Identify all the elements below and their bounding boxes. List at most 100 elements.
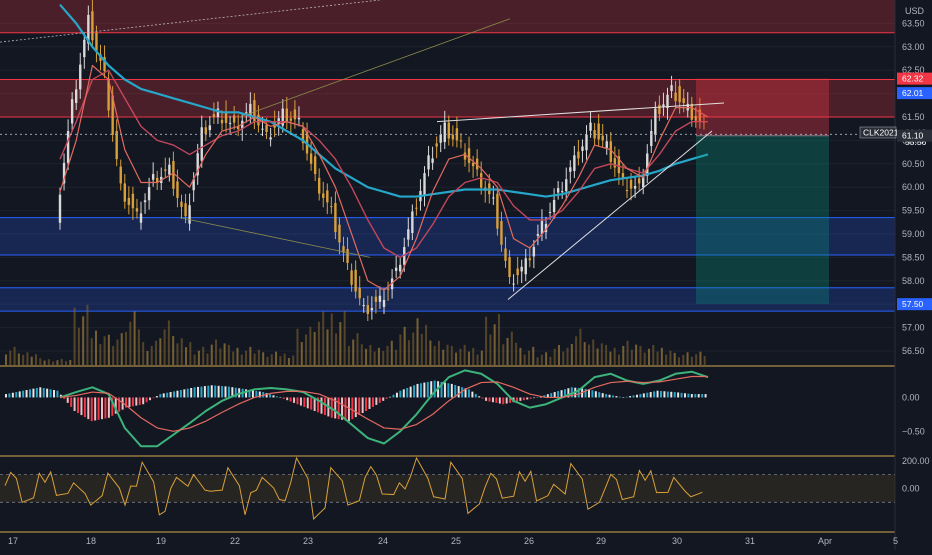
short-position-tool[interactable] bbox=[0, 78, 895, 305]
volume-bar bbox=[429, 340, 432, 365]
macd-histogram-bar bbox=[563, 389, 566, 398]
volume-bar bbox=[56, 360, 59, 365]
candle-body bbox=[212, 114, 216, 117]
time-tick-label: 17 bbox=[8, 536, 18, 546]
volume-bar bbox=[497, 314, 500, 365]
candle-body bbox=[216, 108, 220, 117]
volume-bar bbox=[609, 351, 612, 365]
macd-histogram-bar bbox=[491, 397, 494, 403]
macd-histogram-bar bbox=[690, 394, 693, 398]
candle-body bbox=[378, 295, 382, 302]
wedge-upper-line[interactable] bbox=[436, 102, 725, 123]
volume-bar bbox=[163, 329, 166, 365]
candle-body bbox=[220, 119, 224, 124]
volume-bar bbox=[699, 351, 702, 365]
candle-body bbox=[200, 127, 203, 161]
candle-body bbox=[520, 266, 523, 272]
macd-histogram-bar bbox=[107, 397, 110, 418]
ema-slow bbox=[59, 69, 708, 259]
volume-bar bbox=[369, 344, 372, 365]
trend-lines[interactable] bbox=[0, 0, 725, 300]
position-reward-zone[interactable] bbox=[696, 135, 829, 305]
volume-bar bbox=[647, 348, 650, 365]
candle-body bbox=[399, 264, 402, 272]
volume-bar bbox=[437, 340, 440, 365]
position-risk-zone[interactable] bbox=[696, 78, 829, 136]
macd-histogram-bar bbox=[454, 385, 457, 398]
macd-histogram-bar bbox=[649, 392, 652, 398]
macd-histogram-bar bbox=[207, 385, 210, 398]
volume-bar bbox=[446, 344, 449, 365]
macd-histogram-bar bbox=[433, 380, 436, 398]
volume-bar bbox=[592, 339, 595, 365]
candle-body bbox=[415, 207, 418, 209]
volume-bar bbox=[5, 354, 7, 365]
macd-histogram-bar bbox=[515, 397, 518, 402]
candle-body bbox=[143, 200, 147, 203]
rising-trendline[interactable] bbox=[507, 130, 713, 300]
volume-bar bbox=[322, 311, 325, 365]
time-tick-label: Apr bbox=[818, 536, 832, 546]
macd-histogram-bar bbox=[498, 397, 501, 404]
faint-trendline[interactable] bbox=[179, 217, 371, 258]
volume-bar bbox=[317, 321, 320, 365]
pane-separators[interactable] bbox=[0, 0, 896, 550]
volume-bar bbox=[120, 333, 123, 365]
candle-body bbox=[87, 14, 90, 44]
volume-bar bbox=[52, 361, 55, 365]
candle-body bbox=[524, 258, 527, 275]
candle-body bbox=[605, 141, 608, 148]
price-tick-label: 63.00 bbox=[902, 42, 925, 52]
macd-histogram-bar bbox=[282, 397, 285, 399]
volume-bar bbox=[335, 333, 338, 365]
faint-trendline[interactable] bbox=[239, 18, 511, 118]
candle-body bbox=[467, 148, 471, 163]
macd-histogram-bar bbox=[519, 397, 522, 401]
volume-bar bbox=[665, 354, 668, 365]
volume-bar bbox=[515, 342, 518, 365]
price-tick-label: 60.50 bbox=[902, 159, 925, 169]
macd-histogram-bar bbox=[450, 383, 453, 398]
price-tick-label: 58.00 bbox=[902, 276, 925, 286]
candle-body bbox=[382, 299, 386, 307]
price-tick-label: 60.00 bbox=[902, 182, 925, 192]
macd-histogram-bar bbox=[656, 390, 659, 398]
candle-body bbox=[289, 118, 293, 121]
candle-body bbox=[358, 287, 361, 299]
macd-histogram-bar bbox=[313, 397, 316, 411]
macd-histogram-bar bbox=[131, 397, 134, 407]
candle-body bbox=[528, 258, 531, 261]
volume-bar bbox=[459, 348, 462, 365]
macd-histogram-bar bbox=[90, 397, 93, 422]
volume-bar bbox=[236, 347, 239, 365]
candle-body bbox=[532, 247, 536, 257]
volume-bar bbox=[377, 347, 380, 365]
time-tick-label: 23 bbox=[303, 536, 313, 546]
time-axis[interactable]: 17 18 19 22 23 24 25 26 29 30 31 Apr 5 bbox=[8, 536, 898, 546]
macd-histogram-bar bbox=[114, 397, 117, 414]
volume-bar bbox=[407, 340, 410, 365]
volume-bar bbox=[262, 352, 265, 365]
volume-bar bbox=[73, 307, 76, 365]
macd-histogram-bar bbox=[618, 396, 621, 398]
macd-histogram-bar bbox=[265, 393, 268, 398]
volume-bar bbox=[570, 344, 573, 365]
candle-body bbox=[245, 112, 248, 114]
macd-histogram-bar bbox=[677, 392, 680, 398]
macd-histogram-bar bbox=[443, 382, 446, 398]
volume-bar bbox=[292, 355, 295, 365]
candle-body bbox=[548, 211, 552, 213]
macd-histogram-bar bbox=[371, 397, 374, 407]
cci-tick-label: 200.00 bbox=[902, 456, 930, 466]
candle-body bbox=[374, 296, 378, 302]
volume-bar bbox=[309, 326, 312, 365]
volume-bar bbox=[167, 320, 170, 365]
volume-bar bbox=[9, 350, 12, 365]
candle-body bbox=[322, 193, 325, 198]
candle-body bbox=[601, 135, 604, 141]
volume-bar bbox=[536, 357, 539, 365]
macd-histogram-bar bbox=[176, 390, 179, 398]
volume-bar bbox=[210, 344, 213, 365]
